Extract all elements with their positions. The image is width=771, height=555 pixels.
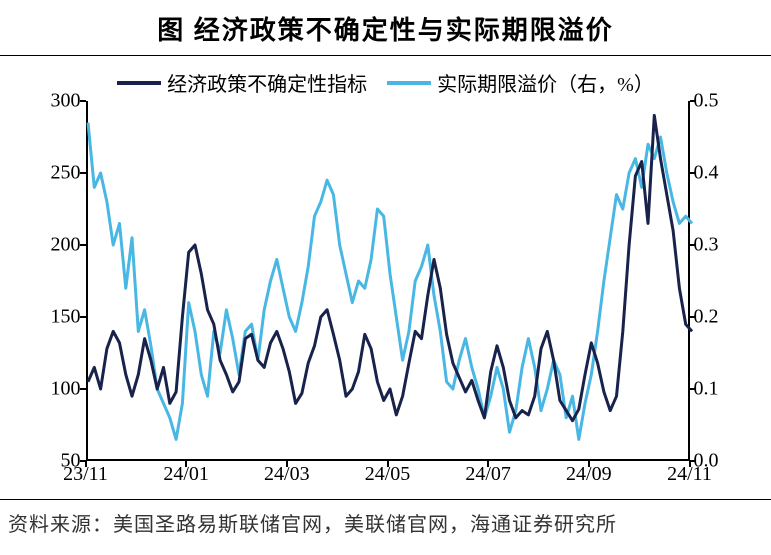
- y-left-tick: [80, 244, 86, 246]
- y-right-tick: [690, 244, 696, 246]
- source-text: 资料来源：美国圣路易斯联储官网，美联储官网，海通证券研究所: [0, 500, 771, 537]
- x-tick: [286, 461, 288, 467]
- title-bar: 图 经济政策不确定性与实际期限溢价: [0, 0, 771, 56]
- y-left-tick: [80, 172, 86, 174]
- legend-label-2: 实际期限溢价（右，%）: [437, 68, 654, 97]
- y-left-tick-label: 250: [31, 162, 81, 185]
- legend-swatch-1: [117, 81, 161, 85]
- y-left-tick-label: 300: [31, 90, 81, 113]
- y-right-tick-label: 0.2: [694, 306, 744, 329]
- x-tick: [387, 461, 389, 467]
- y-right-tick: [690, 316, 696, 318]
- y-left-tick: [80, 316, 86, 318]
- y-right-tick: [690, 388, 696, 390]
- x-tick: [588, 461, 590, 467]
- y-left-tick-label: 100: [31, 378, 81, 401]
- y-right-tick-label: 0.4: [694, 162, 744, 185]
- y-left-tick: [80, 100, 86, 102]
- x-tick: [185, 461, 187, 467]
- y-right-tick-label: 0.1: [694, 378, 744, 401]
- figure-container: 图 经济政策不确定性与实际期限溢价 经济政策不确定性指标 实际期限溢价（右，%）…: [0, 0, 771, 555]
- y-left-tick-label: 200: [31, 234, 81, 257]
- x-tick: [689, 461, 691, 467]
- y-right-tick-label: 0.3: [694, 234, 744, 257]
- chart-svg: [88, 101, 692, 461]
- y-right-tick-label: 0.5: [694, 90, 744, 113]
- legend-swatch-2: [387, 81, 431, 85]
- legend-label-1: 经济政策不确定性指标: [167, 68, 367, 97]
- y-left-tick-label: 150: [31, 306, 81, 329]
- plot-area: [86, 101, 690, 461]
- chart-title: 图 经济政策不确定性与实际期限溢价: [157, 16, 614, 45]
- x-tick: [487, 461, 489, 467]
- legend-item-series1: 经济政策不确定性指标: [117, 68, 367, 97]
- y-left-tick: [80, 388, 86, 390]
- legend-item-series2: 实际期限溢价（右，%）: [387, 68, 654, 97]
- y-right-tick: [690, 100, 696, 102]
- legend: 经济政策不确定性指标 实际期限溢价（右，%）: [0, 56, 771, 101]
- y-right-tick: [690, 172, 696, 174]
- chart-area: 501001502002503000.00.10.20.30.40.523/11…: [26, 101, 746, 491]
- x-tick: [85, 461, 87, 467]
